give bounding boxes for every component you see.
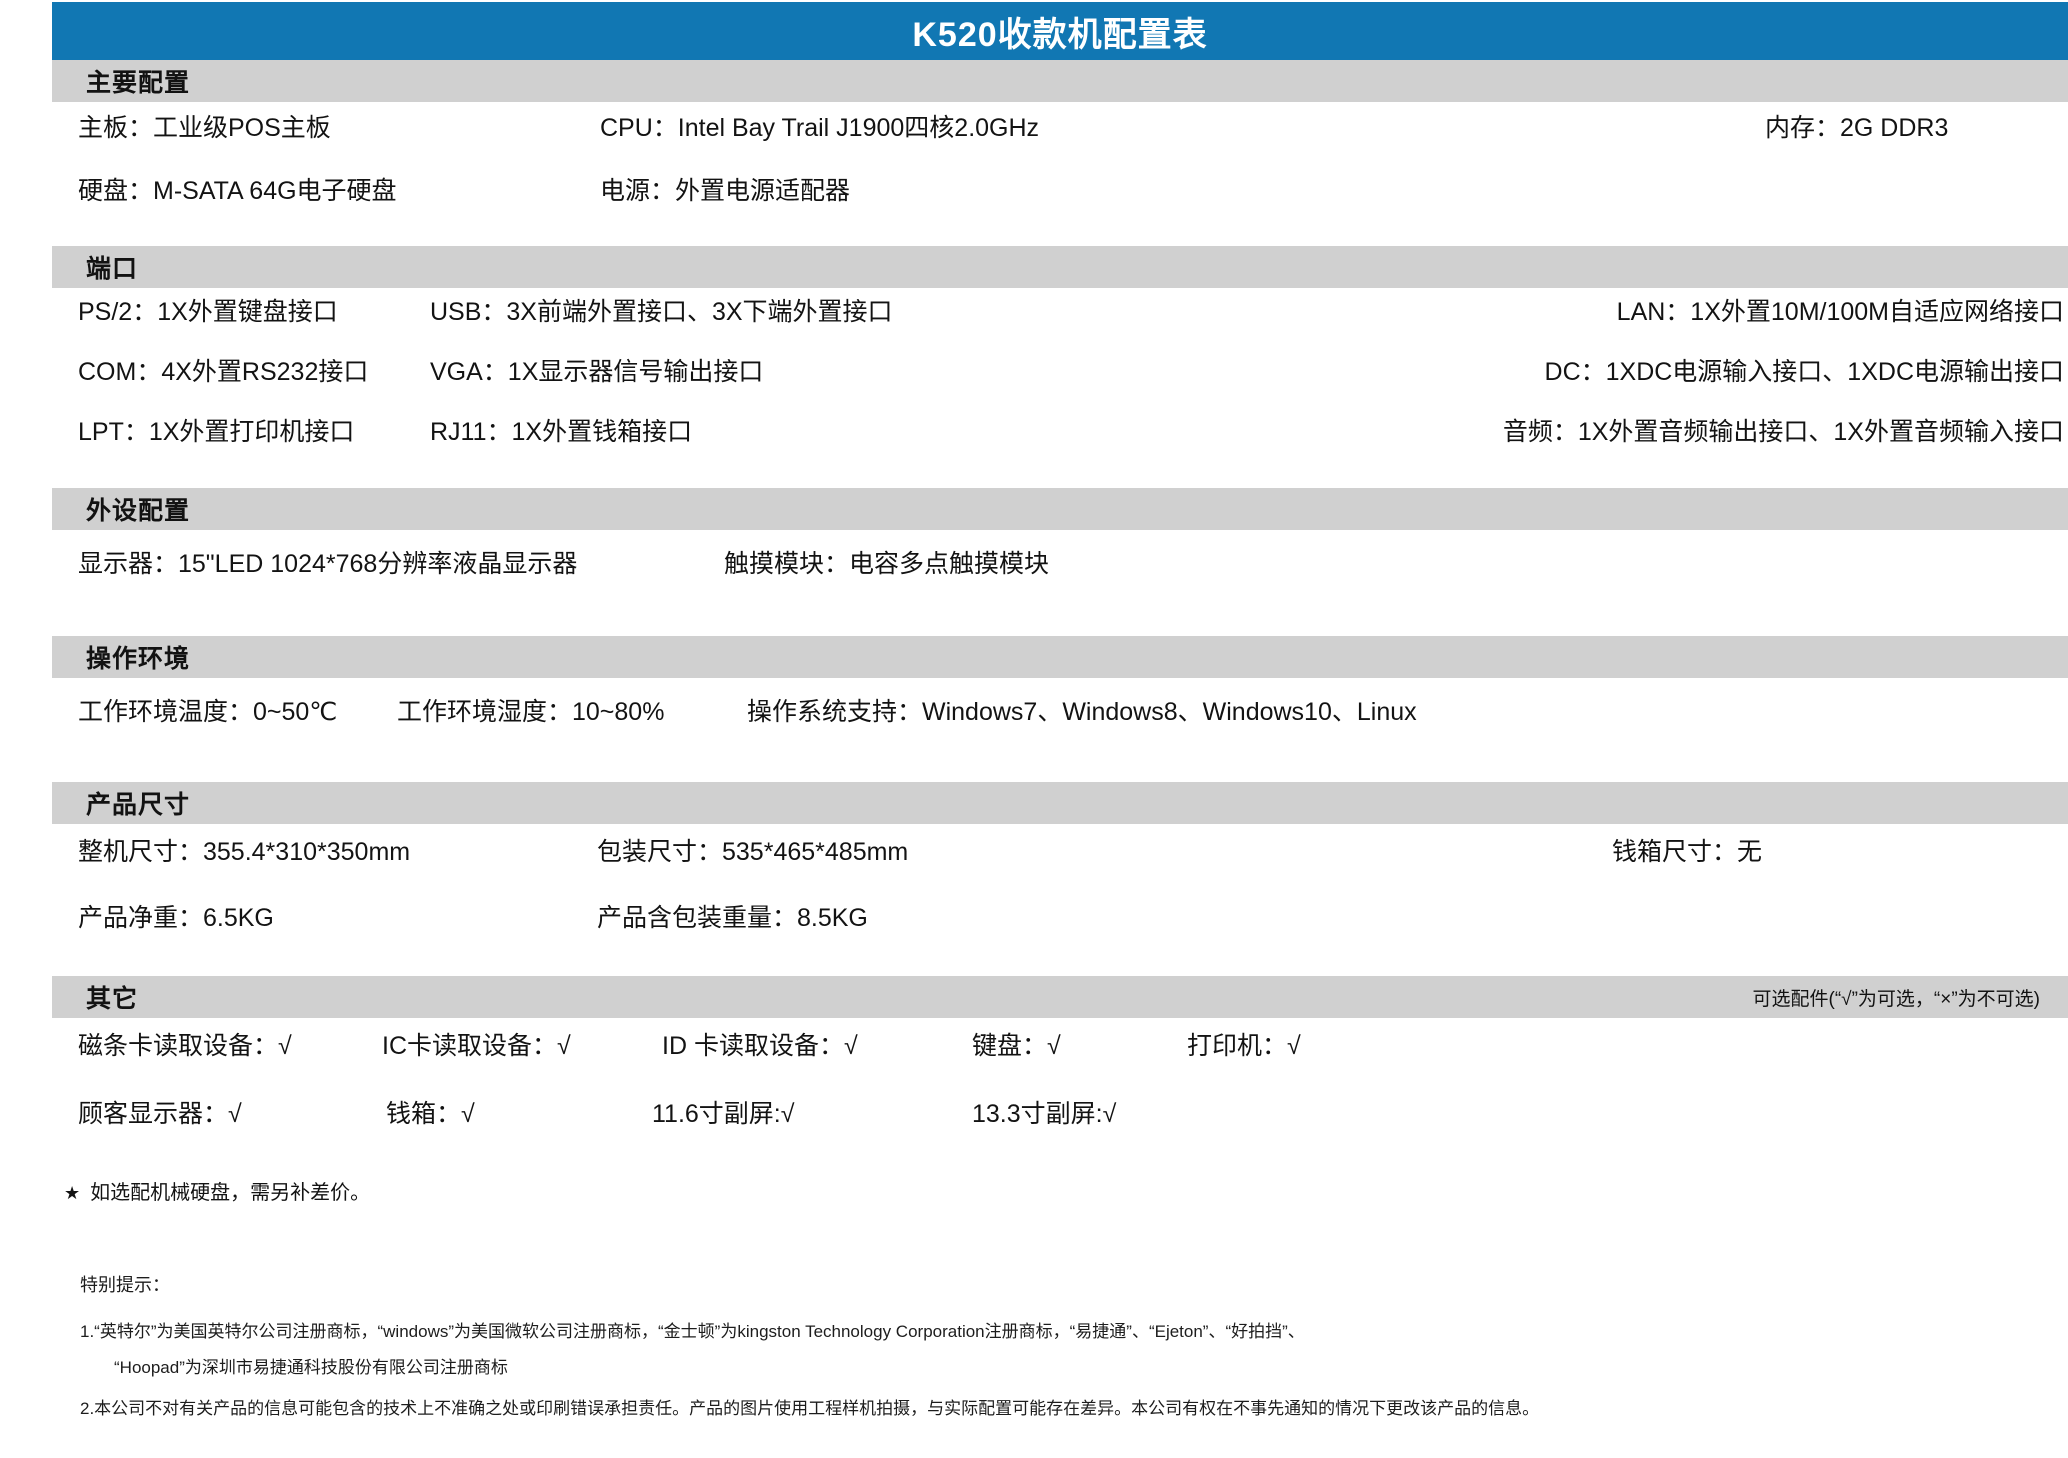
dimension-row: 产品净重：6.5KG 产品含包装重量：8.5KG	[52, 890, 2068, 956]
page-title-banner: K520收款机配置表	[52, 2, 2068, 60]
port-audio: 音频：1X外置音频输出接口、1X外置音频输入接口	[1502, 418, 2064, 446]
env-os-support: 操作系统支持：Windows7、Windows8、Windows10、Linux	[747, 698, 1417, 726]
check-icon: √	[228, 1100, 242, 1128]
dimension-gross-weight: 产品含包装重量：8.5KG	[597, 904, 868, 932]
port-lpt: LPT：1X外置打印机接口	[78, 418, 355, 446]
check-icon: √	[461, 1100, 475, 1128]
footer-notes: 特别提示： 1.“英特尔”为美国英特尔公司注册商标，“windows”为美国微软…	[52, 1271, 2068, 1421]
page-title: K520收款机配置表	[912, 15, 1208, 54]
option-id-card-reader: ID 卡读取设备：√	[662, 1034, 972, 1059]
env-humidity: 工作环境湿度：10~80%	[397, 698, 665, 726]
spec-mainboard: 主板：工业级POS主板	[78, 114, 331, 142]
option-row: 磁条卡读取设备：√ IC卡读取设备：√ ID 卡读取设备：√ 键盘：√ 打印机：…	[52, 1018, 2068, 1086]
option-label: 顾客显示器：	[78, 1100, 229, 1128]
spec-row: 硬盘：M-SATA 64G电子硬盘 电源：外置电源适配器	[52, 165, 2068, 228]
section-title-other: 其它	[86, 985, 139, 1013]
option-keyboard: 键盘：√	[972, 1034, 1187, 1059]
port-rj11: RJ11：1X外置钱箱接口	[430, 418, 693, 446]
trademark-note-continued: “Hoopad”为深圳市易捷通科技股份有限公司注册商标	[114, 1357, 508, 1377]
check-icon: √	[1102, 1100, 1117, 1128]
option-label: 磁条卡读取设备：	[78, 1032, 279, 1060]
optional-accessory-legend: 可选配件(“√”为可选，“×”为不可选)	[1752, 988, 2041, 1010]
section-title-dimensions: 产品尺寸	[86, 791, 191, 819]
section-header-peripherals: 外设配置	[52, 488, 2068, 530]
section-header-dimensions: 产品尺寸	[52, 782, 2068, 824]
peripheral-row: 显示器：15"LED 1024*768分辨率液晶显示器 触摸模块：电容多点触摸模…	[52, 530, 2068, 614]
port-dc: DC：1XDC电源输入接口、1XDC电源输出接口	[1544, 358, 2064, 386]
option-secondary-screen-133: 13.3寸副屏:√	[972, 1102, 1116, 1127]
section-title-environment: 操作环境	[86, 645, 191, 673]
hdd-upgrade-note-text: 如选配机械硬盘，需另补差价。	[90, 1182, 371, 1204]
spec-memory: 内存：2G DDR3	[1765, 114, 1949, 142]
port-row: PS/2：1X外置键盘接口 USB：3X前端外置接口、3X下端外置接口 LAN：…	[52, 288, 2068, 348]
option-secondary-screen-116: 11.6寸副屏:√	[652, 1102, 972, 1127]
section-title-peripherals: 外设配置	[86, 497, 191, 525]
option-label: 键盘：	[972, 1032, 1048, 1060]
star-icon: ★	[64, 1183, 81, 1203]
option-ic-card-reader: IC卡读取设备：√	[382, 1034, 662, 1059]
section-body-other: 磁条卡读取设备：√ IC卡读取设备：√ ID 卡读取设备：√ 键盘：√ 打印机：…	[52, 1018, 2068, 1154]
dimension-unit-size: 整机尺寸：355.4*310*350mm	[78, 838, 411, 866]
check-icon: √	[843, 1032, 858, 1060]
check-icon: √	[1047, 1032, 1061, 1060]
option-row: 顾客显示器：√ 钱箱：√ 11.6寸副屏:√ 13.3寸副屏:√	[52, 1086, 2068, 1154]
check-icon: √	[780, 1100, 795, 1128]
hdd-upgrade-note: ★ 如选配机械硬盘，需另补差价。	[52, 1154, 2042, 1205]
section-header-ports: 端口	[52, 246, 2068, 288]
port-row: LPT：1X外置打印机接口 RJ11：1X外置钱箱接口 音频：1X外置音频输出接…	[52, 408, 2068, 468]
option-label: 钱箱：	[386, 1100, 462, 1128]
env-temperature: 工作环境温度：0~50℃	[78, 698, 338, 726]
option-label: IC卡读取设备：	[382, 1032, 558, 1060]
option-label: ID 卡读取设备：	[662, 1032, 844, 1060]
environment-row: 工作环境温度：0~50℃ 工作环境湿度：10~80% 操作系统支持：Window…	[52, 678, 2068, 762]
section-body-dimensions: 整机尺寸：355.4*310*350mm 包装尺寸：535*465*485mm …	[52, 824, 2068, 956]
section-body-environment: 工作环境温度：0~50℃ 工作环境湿度：10~80% 操作系统支持：Window…	[52, 678, 2068, 762]
port-vga: VGA：1X显示器信号输出接口	[430, 358, 764, 386]
disclaimer-note: 2.本公司不对有关产品的信息可能包含的技术上不准确之处或印刷错误承担责任。产品的…	[80, 1398, 1540, 1418]
dimension-cashbox-size: 钱箱尺寸：无	[1612, 838, 1763, 866]
dimension-net-weight: 产品净重：6.5KG	[78, 904, 274, 932]
section-title-main-config: 主要配置	[86, 69, 191, 97]
port-row: COM：4X外置RS232接口 VGA：1X显示器信号输出接口 DC：1XDC电…	[52, 348, 2068, 408]
section-body-peripherals: 显示器：15"LED 1024*768分辨率液晶显示器 触摸模块：电容多点触摸模…	[52, 530, 2068, 614]
option-label: 13.3寸副屏:	[972, 1100, 1103, 1128]
check-icon: √	[278, 1032, 292, 1060]
spec-power: 电源：外置电源适配器	[600, 177, 851, 205]
section-title-ports: 端口	[86, 255, 139, 283]
section-body-main-config: 主板：工业级POS主板 CPU：Intel Bay Trail J1900四核2…	[52, 102, 2068, 228]
section-header-main-config: 主要配置	[52, 60, 2068, 102]
port-ps2: PS/2：1X外置键盘接口	[78, 298, 338, 326]
port-lan: LAN：1X外置10M/100M自适应网络接口	[1616, 298, 2064, 326]
dimension-row: 整机尺寸：355.4*310*350mm 包装尺寸：535*465*485mm …	[52, 824, 2068, 890]
section-header-other: 其它 可选配件(“√”为可选，“×”为不可选)	[52, 976, 2068, 1018]
special-tip-heading: 特别提示：	[80, 1275, 170, 1295]
check-icon: √	[557, 1032, 571, 1060]
trademark-note: 1.“英特尔”为美国英特尔公司注册商标，“windows”为美国微软公司注册商标…	[80, 1322, 1305, 1341]
spec-cpu: CPU：Intel Bay Trail J1900四核2.0GHz	[600, 114, 1040, 142]
option-customer-display: 顾客显示器：√	[52, 1102, 372, 1127]
option-magnetic-card-reader: 磁条卡读取设备：√	[52, 1034, 382, 1059]
section-body-ports: PS/2：1X外置键盘接口 USB：3X前端外置接口、3X下端外置接口 LAN：…	[52, 288, 2068, 468]
peripheral-display: 显示器：15"LED 1024*768分辨率液晶显示器	[78, 550, 578, 578]
port-usb: USB：3X前端外置接口、3X下端外置接口	[430, 298, 893, 326]
option-printer: 打印机：√	[1187, 1034, 1301, 1059]
option-cash-drawer: 钱箱：√	[372, 1102, 652, 1127]
spec-row: 主板：工业级POS主板 CPU：Intel Bay Trail J1900四核2…	[52, 102, 2068, 165]
spec-harddisk: 硬盘：M-SATA 64G电子硬盘	[78, 177, 397, 205]
option-label: 11.6寸副屏:	[652, 1100, 781, 1128]
check-icon: √	[1287, 1032, 1301, 1060]
peripheral-touch-module: 触摸模块：电容多点触摸模块	[724, 550, 1050, 578]
dimension-package-size: 包装尺寸：535*465*485mm	[597, 838, 909, 866]
section-header-environment: 操作环境	[52, 636, 2068, 678]
option-label: 打印机：	[1187, 1032, 1288, 1060]
port-com: COM：4X外置RS232接口	[78, 358, 369, 386]
